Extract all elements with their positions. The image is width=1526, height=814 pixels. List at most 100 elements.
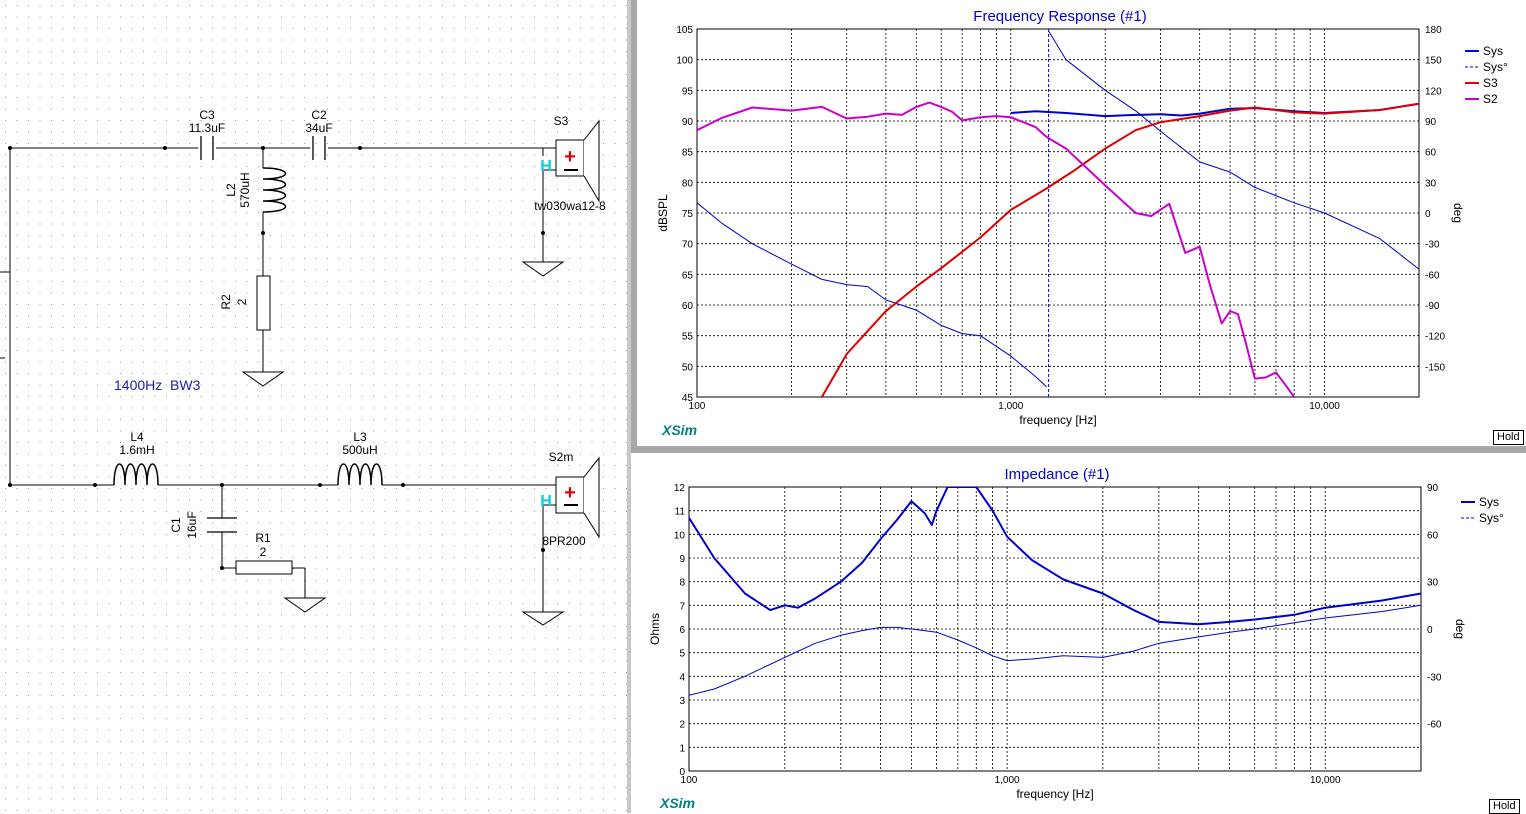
- fr-y-tick-label: 60: [682, 301, 694, 312]
- fr-y-tick-label: 90: [682, 117, 694, 128]
- r2-name: R2: [219, 294, 233, 310]
- imp-y-tick-label: 4: [679, 672, 685, 683]
- fr-x-tick-label: 1,000: [998, 401, 1023, 412]
- imp-y2-tick-label: 30: [1427, 578, 1439, 589]
- plus-mark: +: [564, 482, 576, 504]
- imp-y-tick-label: 10: [674, 530, 686, 541]
- imp-plot: [688, 486, 1422, 772]
- h-mark: H: [540, 158, 552, 175]
- panel-divider[interactable]: [627, 0, 631, 813]
- fr-legend-label: Sys°: [1483, 60, 1508, 74]
- fr-y2-tick-label: 30: [1425, 178, 1437, 189]
- imp-y-tick-label: 1: [679, 743, 685, 754]
- s2m-name: S2m: [549, 450, 574, 464]
- fr-legend-label: Sys: [1483, 44, 1503, 58]
- s3-model: tw030wa12-8: [534, 199, 606, 213]
- imp-y-tick-label: 3: [679, 696, 685, 707]
- junction-dots: [8, 146, 545, 570]
- inductor-l4[interactable]: [113, 463, 159, 486]
- imp-series-sys-phase: [689, 604, 1421, 696]
- fr-y-tick-label: 85: [682, 148, 694, 159]
- imp-y2-tick-label: -30: [1427, 672, 1442, 683]
- imp-plot-frame: [688, 486, 1422, 772]
- imp-title: Impedance (#1): [1004, 466, 1109, 483]
- fr-hold-button[interactable]: Hold: [1493, 430, 1524, 445]
- capacitor-c2[interactable]: [312, 136, 326, 160]
- imp-y-tick-label: 2: [679, 720, 685, 731]
- fr-y2-tick-label: -30: [1425, 240, 1440, 251]
- fr-y2-tick-label: 90: [1425, 117, 1437, 128]
- schematic-canvas[interactable]: + H + H C3 11.3uF C2 34uF L2 570uH R2 2 …: [0, 0, 627, 813]
- imp-y2-tick-label: 90: [1427, 483, 1439, 494]
- resistor-r1[interactable]: [235, 560, 293, 575]
- fr-y2-tick-label: 120: [1425, 86, 1442, 97]
- imp-y2-tick-label: 0: [1427, 625, 1433, 636]
- speaker-s3[interactable]: + H: [540, 119, 600, 203]
- fr-x-tick-label: 10,000: [1309, 401, 1340, 412]
- imp-y-tick-label: 12: [674, 483, 686, 494]
- inductor-l3[interactable]: [337, 463, 383, 486]
- schematic-wires: [0, 147, 556, 612]
- imp-hold-button[interactable]: Hold: [1489, 799, 1520, 814]
- speaker-s2m[interactable]: + H: [540, 456, 600, 539]
- fr-y2-tick-label: -60: [1425, 270, 1440, 281]
- capacitor-c3[interactable]: [200, 136, 214, 160]
- imp-y2-tick-label: -60: [1427, 720, 1442, 731]
- fr-y-tick-label: 100: [676, 56, 693, 67]
- xsim-logo: XSim: [661, 422, 697, 438]
- c1-name: C1: [169, 517, 183, 533]
- l4-name: L4: [130, 430, 144, 444]
- fr-y-tick-label: 55: [682, 332, 694, 343]
- fr-y2-tick-label: 60: [1425, 148, 1437, 159]
- r1-value: 2: [260, 545, 267, 559]
- fr-y2-tick-label: 180: [1425, 25, 1442, 36]
- c2-name: C2: [311, 108, 327, 122]
- fr-y-tick-label: 45: [682, 393, 694, 404]
- fr-y-tick-label: 95: [682, 86, 694, 97]
- fr-title: Frequency Response (#1): [973, 8, 1146, 25]
- c3-name: C3: [199, 108, 215, 122]
- l2-name: L2: [224, 183, 238, 197]
- fr-legend-label: S2: [1483, 92, 1498, 106]
- l3-name: L3: [353, 430, 367, 444]
- fr-legend-label: S3: [1483, 76, 1498, 90]
- fr-x-axis-label: frequency [Hz]: [1019, 413, 1096, 427]
- imp-legend-label: Sys°: [1479, 511, 1504, 525]
- fr-y2-axis-label: deg: [1451, 203, 1465, 223]
- imp-y-tick-label: 9: [679, 554, 685, 565]
- fr-y-axis-label: dBSPL: [656, 194, 670, 232]
- imp-legend-label: Sys: [1479, 495, 1499, 509]
- imp-x-axis-label: frequency [Hz]: [1016, 787, 1093, 801]
- l4-value: 1.6mH: [119, 443, 154, 457]
- imp-y-axis-label: Ohms: [648, 613, 662, 645]
- plus-mark: +: [564, 146, 576, 168]
- fr-y2-tick-label: -120: [1425, 332, 1445, 343]
- imp-y-tick-label: 0: [679, 767, 685, 778]
- imp-y-tick-label: 11: [675, 507, 686, 518]
- resistor-r2[interactable]: [256, 275, 271, 331]
- xsim-logo: XSim: [659, 795, 695, 811]
- fr-y-tick-label: 65: [682, 270, 694, 281]
- fr-y-tick-label: 70: [682, 240, 694, 251]
- imp-y-tick-label: 7: [679, 601, 685, 612]
- fr-y-tick-label: 105: [676, 25, 693, 36]
- frequency-response-chart[interactable]: Frequency Response (#1) XSim Sys Sys° S3 S2…: [0, 0, 1526, 445]
- impedance-panel: [631, 457, 1526, 813]
- fr-y2-tick-label: 0: [1425, 209, 1431, 220]
- capacitor-c1[interactable]: [207, 517, 237, 533]
- imp-y-tick-label: 5: [679, 649, 685, 660]
- imp-series-sys: [689, 487, 1421, 626]
- imp-x-tick-label: 100: [681, 775, 698, 786]
- fr-y-tick-label: 50: [682, 362, 694, 373]
- h-mark: H: [540, 493, 552, 510]
- imp-y-tick-label: 8: [679, 578, 685, 589]
- c1-value: 16uF: [185, 511, 199, 538]
- imp-y-tick-label: 6: [679, 625, 685, 636]
- imp-y2-tick-label: 60: [1427, 530, 1439, 541]
- fr-series-sys-phase: [1048, 30, 1419, 270]
- c3-value: 11.3uF: [189, 121, 225, 135]
- inductor-l2[interactable]: [262, 167, 286, 213]
- fr-y-tick-label: 80: [682, 178, 694, 189]
- imp-x-tick-label: 10,000: [1310, 775, 1341, 786]
